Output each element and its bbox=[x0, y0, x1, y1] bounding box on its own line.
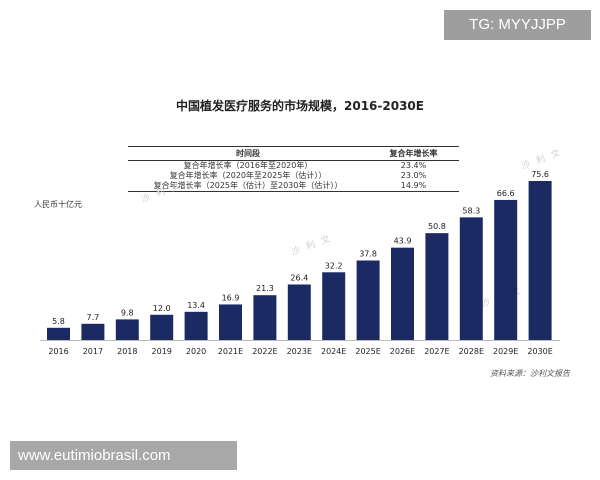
bar-2016 bbox=[47, 327, 70, 340]
site-badge: www.eutimiobrasil.com bbox=[10, 441, 237, 470]
cagr-row: 复合年增长率（2025年（估计）至2030年（估计）） 14.9% bbox=[128, 181, 459, 192]
x-tick-label: 2020 bbox=[186, 347, 206, 356]
bar-value-label: 12.0 bbox=[153, 304, 171, 313]
bar-2024E bbox=[322, 272, 346, 340]
bar-2025E bbox=[356, 260, 380, 340]
bar-2021E bbox=[219, 304, 242, 340]
cagr-rate: 14.9% bbox=[368, 181, 459, 192]
bar-2018 bbox=[115, 319, 139, 340]
x-tick-label: 2023E bbox=[287, 347, 312, 356]
bar-value-label: 43.9 bbox=[394, 237, 412, 246]
bar-value-label: 66.6 bbox=[497, 189, 515, 198]
x-tick-label: 2019 bbox=[152, 347, 172, 356]
bar-value-label: 5.8 bbox=[52, 317, 65, 326]
cagr-table: 时间段 复合年增长率 复合年增长率（2016年至2020年） 23.4% 复合年… bbox=[128, 146, 459, 192]
cagr-header-rate: 复合年增长率 bbox=[368, 146, 459, 161]
bar-2027E bbox=[425, 233, 449, 340]
cagr-table-header: 时间段 复合年增长率 bbox=[128, 146, 459, 161]
x-tick-label: 2030E bbox=[527, 347, 552, 356]
bar-2020 bbox=[184, 311, 208, 340]
x-tick-label: 2018 bbox=[117, 347, 137, 356]
bar-2017 bbox=[81, 323, 105, 340]
bar-value-label: 7.7 bbox=[87, 313, 100, 322]
bar-value-label: 50.8 bbox=[428, 222, 446, 231]
bar-value-label: 37.8 bbox=[359, 250, 377, 259]
x-tick-label: 2025E bbox=[355, 347, 380, 356]
x-tick-label: 2022E bbox=[252, 347, 277, 356]
bar-2022E bbox=[253, 295, 277, 340]
cagr-row: 复合年增长率（2016年至2020年） 23.4% bbox=[128, 161, 459, 172]
bar-2019 bbox=[150, 314, 174, 340]
bar-value-label: 21.3 bbox=[256, 284, 274, 293]
source-note: 资料来源：沙利文报告 bbox=[490, 369, 570, 378]
cagr-period: 复合年增长率（2025年（估计）至2030年（估计）） bbox=[128, 181, 368, 192]
cagr-rate: 23.4% bbox=[400, 161, 427, 170]
bar-value-label: 75.6 bbox=[531, 170, 549, 179]
bar-value-label: 16.9 bbox=[222, 293, 240, 302]
bar-2026E bbox=[391, 247, 414, 340]
bar-2029E bbox=[494, 199, 518, 340]
cagr-row: 复合年增长率（2020年至2025年（估计）） 23.0% bbox=[128, 171, 459, 181]
bar-2023E bbox=[287, 284, 311, 340]
bar-2028E bbox=[459, 217, 483, 340]
x-tick-label: 2027E bbox=[424, 347, 449, 356]
bar-2030E bbox=[528, 181, 552, 340]
bar-value-label: 58.3 bbox=[462, 206, 480, 215]
bar-value-label: 26.4 bbox=[290, 273, 308, 282]
cagr-period: 复合年增长率（2016年至2020年） bbox=[183, 161, 313, 170]
tg-badge: TG: MYYJJPP bbox=[444, 10, 591, 40]
x-tick-label: 2029E bbox=[493, 347, 518, 356]
bar-value-label: 32.2 bbox=[325, 261, 343, 270]
y-axis-unit-label: 人民币十亿元 bbox=[34, 200, 82, 209]
x-tick-label: 2017 bbox=[83, 347, 103, 356]
bar-value-label: 13.4 bbox=[187, 301, 205, 310]
x-tick-label: 2026E bbox=[390, 347, 415, 356]
x-tick-label: 2024E bbox=[321, 347, 346, 356]
x-tick-label: 2021E bbox=[218, 347, 243, 356]
x-tick-label: 2016 bbox=[48, 347, 68, 356]
cagr-header-period: 时间段 bbox=[128, 146, 368, 161]
cagr-period: 复合年增长率（2020年至2025年（估计）） bbox=[169, 171, 327, 180]
bar-value-label: 9.8 bbox=[121, 308, 134, 317]
cagr-rate: 23.0% bbox=[400, 171, 427, 180]
chart-title: 中国植发医疗服务的市场规模，2016-2030E bbox=[176, 99, 424, 113]
x-tick-label: 2028E bbox=[459, 347, 484, 356]
